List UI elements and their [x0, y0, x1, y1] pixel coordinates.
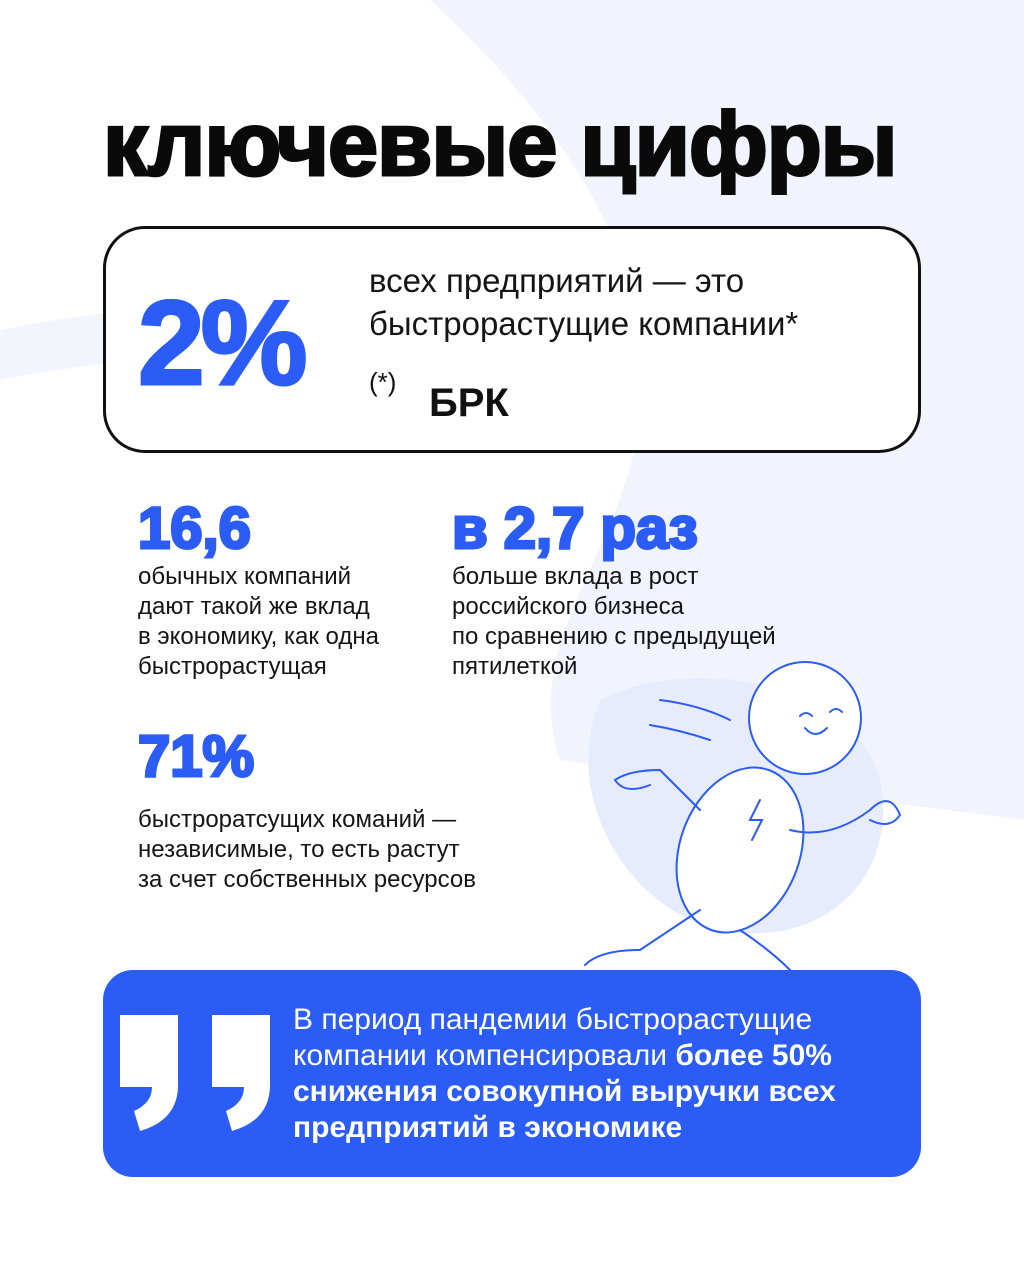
quote-icon [120, 1015, 270, 1131]
quote-text: В период пандемии быстрорастущие компани… [293, 1002, 836, 1146]
text-line: обычных компаний [138, 563, 352, 590]
text-line: быстрорастущая [138, 653, 327, 680]
running-character [584, 661, 902, 971]
quote-box: В период пандемии быстрорастущие компани… [103, 970, 921, 1177]
highlight-number: 2% [136, 276, 308, 410]
text-line: по сравнению с предыдущей [452, 623, 776, 650]
footnote-mark: (*) [369, 367, 397, 397]
text-line: российского бизнеса [452, 593, 684, 620]
footnote-source: БРК [429, 381, 509, 425]
text-line: В период пандемии быстрорастущие [293, 1003, 813, 1036]
highlight-text: всех предприятий — это быстрорастущие ко… [369, 259, 798, 345]
stat-desc: быстроратсущих команий — независимые, то… [138, 805, 476, 895]
text-line: пятилеткой [452, 653, 578, 680]
text-line: больше вклада в рост [452, 563, 699, 590]
stat-number: 71% [136, 724, 255, 789]
stat-number: 16,6 [137, 496, 253, 561]
text-line: в экономику, как одна [138, 623, 379, 650]
text-line: независимые, то есть растут [138, 836, 460, 863]
text-line-bold: предприятий в экономике [293, 1111, 683, 1144]
text-line: компании компенсировали более 50% [293, 1038, 836, 1074]
text-line: за счет собственных ресурсов [138, 866, 476, 893]
title: ключевые цифры [102, 95, 900, 195]
text-run-bold: более 50% [675, 1039, 832, 1072]
text-line: быстроратсущих команий — [138, 806, 457, 833]
text-run: компании компенсировали [293, 1039, 668, 1072]
stat-desc: больше вклада в рост российского бизнеса… [452, 562, 776, 682]
text-line: быстрорастущие компании* [369, 305, 799, 342]
stat-number: в 2,7 раз [451, 496, 700, 561]
text-line-bold: снижения совокупной выручки всех [293, 1075, 836, 1108]
text-line: всех предприятий — это [369, 262, 745, 299]
stat-desc: обычных компаний дают такой же вклад в э… [138, 562, 379, 682]
highlight-card: 2% всех предприятий — это быстрорастущие… [103, 226, 921, 453]
text-line: дают такой же вклад [138, 593, 370, 620]
